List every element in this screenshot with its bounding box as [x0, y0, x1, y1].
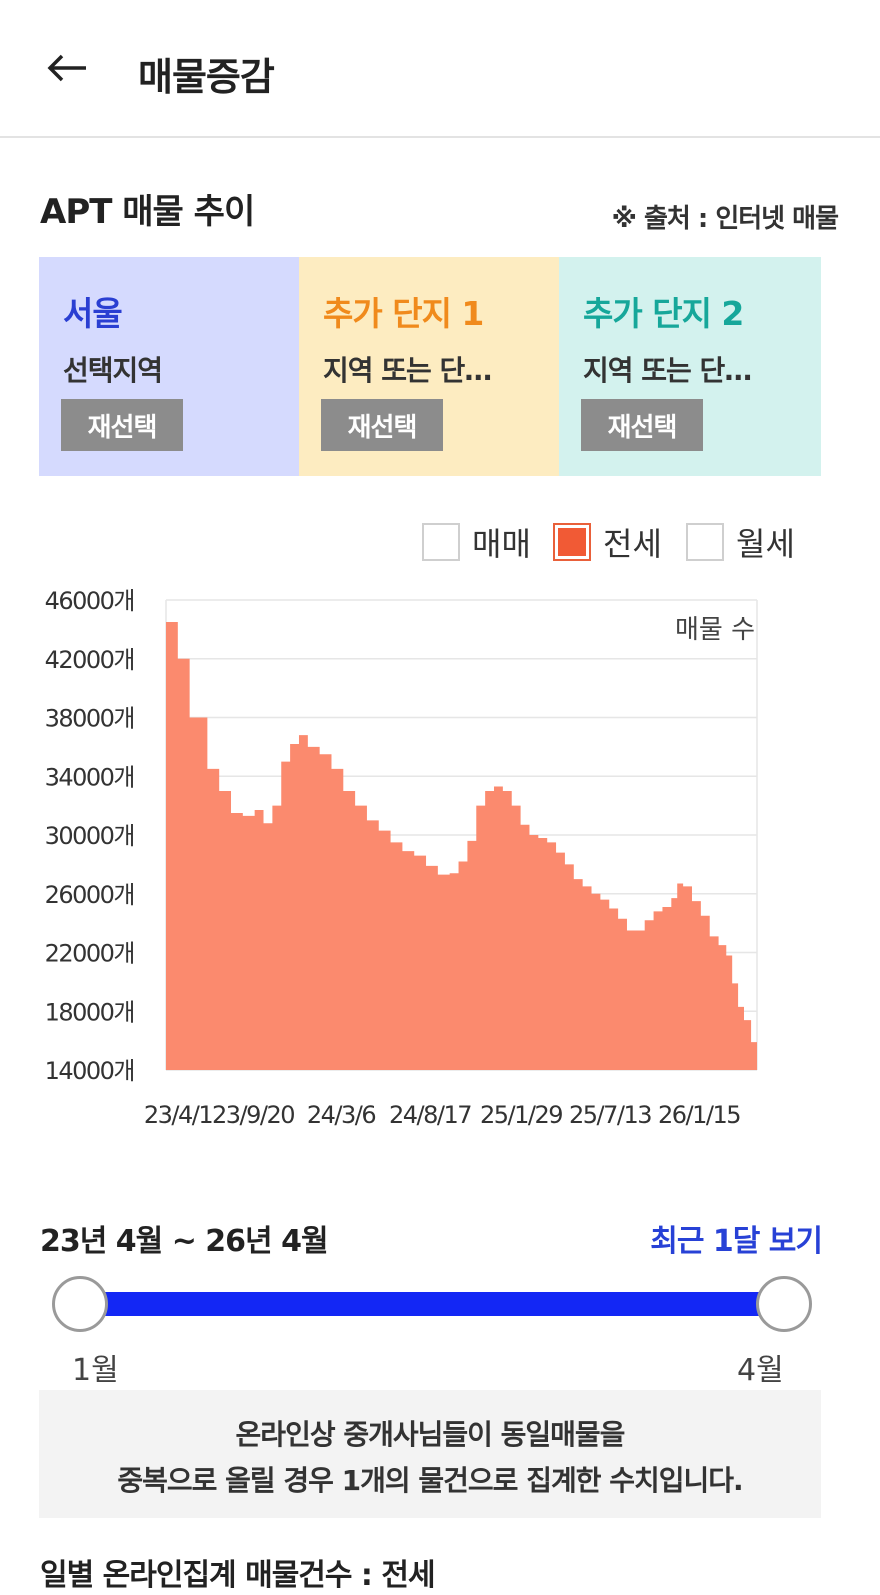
- legend-label: 월세: [736, 525, 795, 563]
- region-compare-panel: 서울 선택지역 재선택 추가 단지 1 지역 또는 단… 재선택 추가 단지 2…: [39, 257, 821, 476]
- series-label: 매물 수: [675, 615, 755, 645]
- y-tick-label: 26000개: [45, 881, 134, 909]
- legend-toggle-sale[interactable]: 매매: [422, 520, 531, 564]
- compare-card-name: 추가 단지 2: [583, 294, 744, 333]
- y-tick-label: 38000개: [45, 705, 134, 733]
- legend-label: 매매: [472, 525, 531, 563]
- source-note: ※ 출처 : 인터넷 매물: [611, 204, 839, 234]
- y-tick-label: 46000개: [45, 587, 134, 615]
- checkbox-checked-icon[interactable]: [553, 523, 591, 561]
- y-tick-label: 22000개: [45, 940, 134, 968]
- x-tick-label: 25/7/13: [569, 1101, 651, 1129]
- legend-label: 전세: [603, 525, 662, 563]
- range-slider-track[interactable]: [80, 1292, 783, 1316]
- x-tick-label: 23/4/1: [144, 1101, 212, 1129]
- compare-card-seoul[interactable]: 서울 선택지역 재선택: [39, 257, 299, 476]
- checkbox-icon[interactable]: [422, 523, 460, 561]
- y-tick-label: 18000개: [45, 998, 134, 1026]
- notice-box: 온라인상 중개사님들이 동일매물을 중복으로 올릴 경우 1개의 물건으로 집계…: [39, 1390, 821, 1518]
- x-tick-label: 26/1/15: [658, 1101, 740, 1129]
- listing-trend-chart: 46000개 42000개 38000개 34000개 30000개 26000개 2200…: [45, 587, 758, 1129]
- reselect-button[interactable]: 재선택: [581, 399, 703, 451]
- section-title: APT 매물 추이: [40, 192, 255, 232]
- x-tick-label: 24/3/6: [307, 1101, 375, 1129]
- date-range-label: 23년 4월 ~ 26년 4월: [40, 1224, 329, 1259]
- notice-line: 온라인상 중개사님들이 동일매물을: [235, 1418, 626, 1451]
- slider-start-label: 1월: [72, 1353, 119, 1388]
- compare-card-name: 추가 단지 1: [323, 294, 484, 333]
- y-tick-label: 14000개: [45, 1057, 134, 1085]
- x-tick-label: 24/8/17: [389, 1101, 471, 1129]
- compare-card-name: 서울: [63, 294, 123, 333]
- range-slider-end-handle[interactable]: [756, 1276, 812, 1332]
- slider-end-label: 4월: [737, 1353, 784, 1388]
- y-tick-label: 34000개: [45, 763, 134, 791]
- y-tick-label: 30000개: [45, 822, 134, 850]
- page-title: 매물증감: [138, 55, 275, 99]
- compare-card-subtitle: 지역 또는 단…: [583, 354, 752, 387]
- reselect-button[interactable]: 재선택: [321, 399, 443, 451]
- x-tick-label: 23/9/20: [212, 1101, 294, 1129]
- recent-month-link[interactable]: 최근 1달 보기: [650, 1224, 823, 1259]
- x-tick-label: 25/1/29: [480, 1101, 562, 1129]
- arrow-left-icon: [47, 54, 86, 82]
- reselect-button[interactable]: 재선택: [61, 399, 183, 451]
- notice-line: 중복으로 올릴 경우 1개의 물건으로 집계한 수치입니다.: [117, 1464, 743, 1497]
- back-button[interactable]: [44, 46, 92, 94]
- jeonse-area-series: [166, 622, 757, 1070]
- range-slider-start-handle[interactable]: [52, 1276, 108, 1332]
- compare-card-add1[interactable]: 추가 단지 1 지역 또는 단… 재선택: [299, 257, 559, 476]
- y-tick-label: 42000개: [45, 646, 134, 674]
- compare-card-add2[interactable]: 추가 단지 2 지역 또는 단… 재선택: [559, 257, 821, 476]
- chart-legend: 매매 전세 월세: [0, 520, 880, 564]
- compare-card-subtitle: 지역 또는 단…: [323, 354, 492, 387]
- compare-card-subtitle: 선택지역: [63, 354, 163, 387]
- app-header: 매물증감: [0, 0, 880, 138]
- legend-toggle-monthly[interactable]: 월세: [686, 520, 795, 564]
- checkbox-icon[interactable]: [686, 523, 724, 561]
- daily-count-title: 일별 온라인집계 매물건수 : 전세: [40, 1558, 436, 1593]
- legend-toggle-jeonse[interactable]: 전세: [553, 520, 662, 564]
